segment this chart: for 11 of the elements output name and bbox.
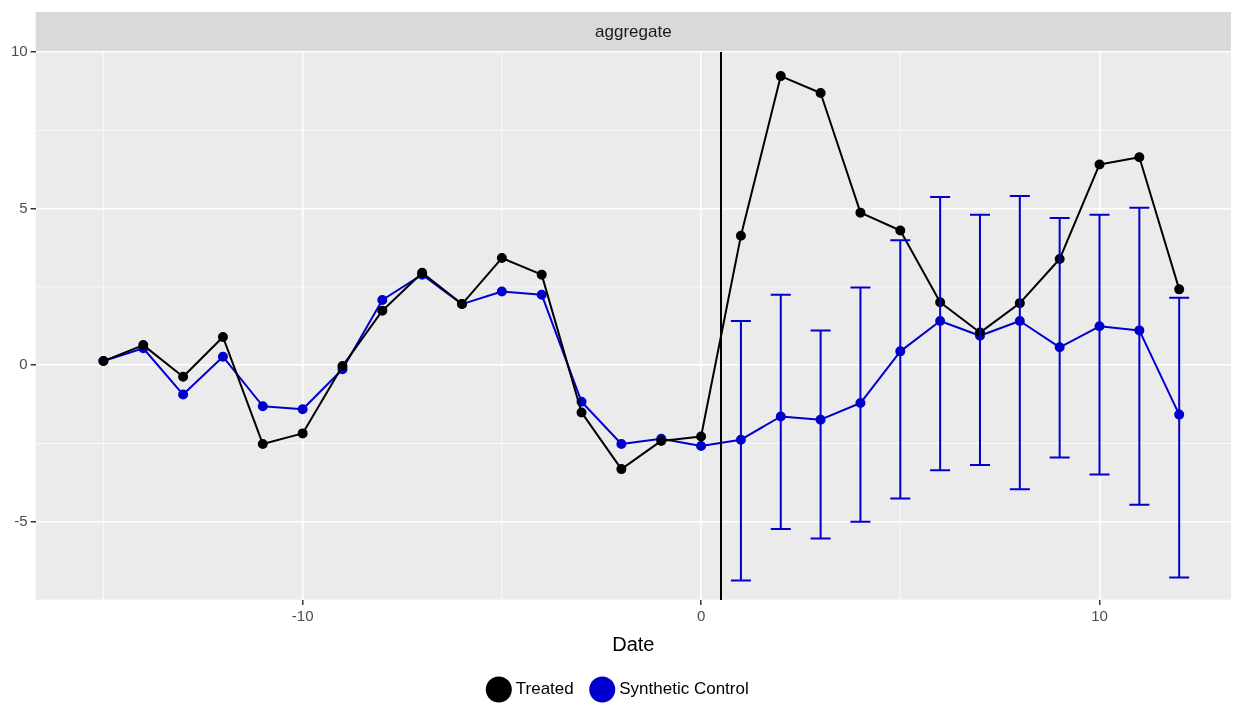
x-tick-label: 0 — [696, 607, 706, 625]
legend-label: Synthetic Control — [619, 679, 749, 699]
y-tick-label: 0 — [19, 355, 28, 373]
x-tick-label: -10 — [291, 607, 314, 625]
x-tick-label: 10 — [1091, 607, 1108, 625]
chart-title: aggregate — [595, 21, 672, 41]
y-tick-label: 5 — [19, 198, 28, 216]
legend-label: Treated — [515, 679, 574, 699]
y-tick-label: 10 — [11, 42, 28, 60]
y-tick-label: -5 — [14, 511, 28, 529]
x-axis-title: Date — [612, 632, 655, 655]
